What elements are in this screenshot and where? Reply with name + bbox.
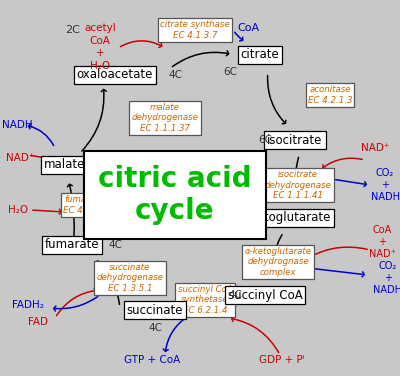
Text: GDP + Pᴵ: GDP + Pᴵ (259, 355, 305, 365)
Text: FADH₂: FADH₂ (12, 300, 44, 310)
Text: H₂O: H₂O (8, 205, 28, 215)
Text: succinate: succinate (127, 303, 183, 317)
Text: citrate synthase
EC 4.1.3.7: citrate synthase EC 4.1.3.7 (160, 20, 230, 40)
Text: oxaloacetate: oxaloacetate (77, 68, 153, 82)
Text: succinate
dehydrogenase
EC 1.3.5.1: succinate dehydrogenase EC 1.3.5.1 (96, 263, 164, 293)
Text: malate
dehydrogenase
EC 1.1.1.37: malate dehydrogenase EC 1.1.1.37 (132, 103, 198, 133)
Text: 4C: 4C (108, 240, 122, 250)
Text: fumarate: fumarate (45, 238, 99, 252)
Text: 6C: 6C (258, 135, 272, 145)
Text: NAD⁺: NAD⁺ (361, 143, 389, 153)
Text: malate: malate (44, 159, 86, 171)
Text: acetyl
CoA
+
H₂O: acetyl CoA + H₂O (84, 23, 116, 71)
Text: 2C: 2C (66, 25, 80, 35)
Text: succinyl CoA
synthetase
EC 6.2.1.4: succinyl CoA synthetase EC 6.2.1.4 (178, 285, 232, 315)
Text: GTP + CoA: GTP + CoA (124, 355, 180, 365)
Text: citric acid
cycle: citric acid cycle (98, 165, 252, 225)
Text: 4C: 4C (148, 323, 162, 333)
Text: FAD: FAD (28, 317, 48, 327)
Text: CO₂
+
NADH: CO₂ + NADH (370, 168, 400, 202)
Text: isocitrate
dehydrogenase
EC 1.1.1.41: isocitrate dehydrogenase EC 1.1.1.41 (264, 170, 332, 200)
Text: citrate: citrate (241, 49, 279, 62)
Text: isocitrate: isocitrate (267, 133, 323, 147)
Text: aconitase
EC 4.2.1.3: aconitase EC 4.2.1.3 (308, 85, 352, 105)
Text: CO₂
+
NADH: CO₂ + NADH (374, 261, 400, 295)
Text: 4C: 4C (168, 70, 182, 80)
Text: CoA
+
NAD⁺: CoA + NAD⁺ (368, 225, 396, 259)
Text: α-ketoglutarate: α-ketoglutarate (239, 211, 331, 224)
Text: 5C: 5C (248, 213, 262, 223)
Text: 4C: 4C (228, 290, 242, 300)
Text: 6C: 6C (223, 67, 237, 77)
Text: 4C: 4C (101, 160, 115, 170)
Text: NADH: NADH (2, 120, 32, 130)
Text: α-ketoglutarate
dehydrognase
complex: α-ketoglutarate dehydrognase complex (244, 247, 312, 277)
Text: NAD⁺: NAD⁺ (6, 153, 34, 163)
Text: fumarase
EC 4.2.1.2: fumarase EC 4.2.1.2 (63, 195, 107, 215)
Text: CoA: CoA (237, 23, 259, 33)
Text: succinyl CoA: succinyl CoA (228, 288, 302, 302)
